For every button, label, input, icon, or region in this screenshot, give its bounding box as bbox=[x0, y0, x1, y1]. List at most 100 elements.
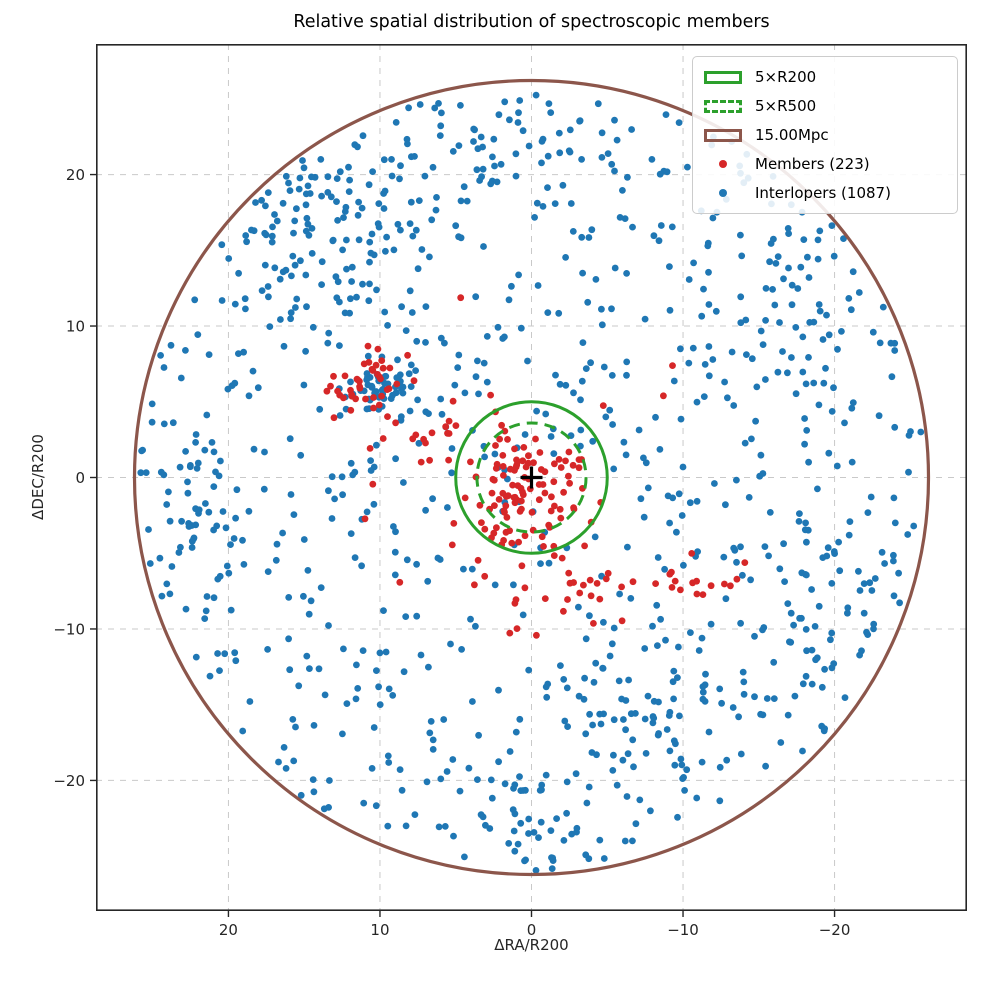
data-point bbox=[182, 448, 189, 455]
data-point bbox=[656, 446, 664, 453]
data-point bbox=[820, 727, 828, 735]
data-point bbox=[476, 501, 484, 509]
data-point bbox=[384, 752, 392, 760]
data-point bbox=[541, 595, 549, 602]
data-point bbox=[279, 268, 287, 276]
y-tick-label: −10 bbox=[53, 620, 85, 638]
data-point bbox=[279, 529, 286, 537]
data-point bbox=[666, 747, 674, 755]
data-point bbox=[282, 172, 290, 180]
data-point bbox=[774, 368, 782, 376]
data-point bbox=[347, 459, 355, 467]
data-point bbox=[887, 339, 895, 347]
data-point bbox=[326, 777, 333, 784]
data-point bbox=[517, 819, 525, 827]
data-point bbox=[698, 634, 706, 642]
data-point bbox=[379, 435, 387, 442]
data-point bbox=[816, 307, 824, 315]
data-point bbox=[336, 412, 344, 419]
data-point bbox=[799, 680, 807, 688]
data-point bbox=[325, 622, 332, 629]
data-point bbox=[555, 129, 563, 137]
data-point bbox=[641, 645, 649, 652]
data-point bbox=[217, 457, 224, 465]
data-point bbox=[239, 727, 247, 735]
data-point bbox=[381, 308, 389, 316]
data-point bbox=[808, 680, 816, 688]
data-point bbox=[788, 354, 795, 361]
data-point bbox=[675, 490, 683, 498]
data-point bbox=[624, 543, 631, 551]
data-point bbox=[222, 524, 230, 532]
data-point bbox=[547, 827, 555, 834]
data-point bbox=[461, 853, 468, 861]
data-point bbox=[803, 427, 811, 434]
legend-item-label: 5×R200 bbox=[755, 68, 817, 86]
data-point bbox=[293, 205, 300, 213]
data-point bbox=[316, 405, 324, 413]
data-point bbox=[438, 410, 446, 418]
data-point bbox=[411, 153, 418, 160]
data-point bbox=[557, 464, 565, 471]
data-point bbox=[460, 183, 468, 191]
data-point bbox=[570, 389, 577, 397]
data-point bbox=[769, 286, 776, 293]
data-point bbox=[834, 345, 841, 353]
data-point bbox=[701, 361, 709, 368]
data-point bbox=[566, 579, 574, 587]
data-point bbox=[353, 661, 360, 669]
data-point bbox=[772, 260, 780, 267]
data-point bbox=[805, 274, 813, 281]
data-point bbox=[799, 368, 807, 376]
data-point bbox=[860, 580, 868, 587]
data-point bbox=[417, 458, 425, 466]
data-point bbox=[904, 531, 912, 538]
legend-marker-dot-icon bbox=[704, 187, 742, 200]
data-point bbox=[512, 172, 520, 180]
data-point bbox=[359, 280, 366, 288]
data-point bbox=[160, 471, 168, 479]
data-point bbox=[370, 394, 377, 401]
data-point bbox=[550, 450, 558, 457]
data-point bbox=[762, 376, 769, 383]
data-point bbox=[333, 198, 340, 206]
data-point bbox=[785, 264, 792, 272]
data-point bbox=[543, 693, 551, 701]
data-point bbox=[525, 142, 533, 150]
data-point bbox=[589, 437, 597, 445]
data-point bbox=[353, 293, 360, 301]
data-point bbox=[374, 371, 381, 378]
x-axis-label: ΔRA/R200 bbox=[494, 936, 569, 954]
data-point bbox=[881, 560, 888, 567]
data-point bbox=[542, 771, 550, 779]
data-point bbox=[390, 246, 398, 254]
data-point bbox=[445, 417, 453, 425]
data-point bbox=[300, 164, 308, 172]
data-point bbox=[195, 509, 202, 517]
data-point bbox=[252, 199, 259, 206]
data-point bbox=[375, 223, 383, 231]
data-point bbox=[623, 358, 631, 366]
data-point bbox=[849, 399, 857, 406]
data-point bbox=[521, 857, 528, 865]
data-point bbox=[803, 647, 810, 655]
data-point bbox=[848, 404, 856, 412]
data-point bbox=[349, 471, 357, 479]
data-point bbox=[160, 420, 168, 428]
data-point bbox=[233, 486, 241, 494]
data-point bbox=[268, 238, 276, 246]
data-point bbox=[362, 395, 369, 403]
data-point bbox=[757, 451, 765, 459]
data-point bbox=[622, 451, 630, 459]
data-point bbox=[761, 543, 769, 550]
data-point bbox=[449, 756, 457, 763]
data-point bbox=[604, 569, 612, 577]
data-point bbox=[345, 163, 352, 171]
data-point bbox=[491, 162, 498, 170]
data-point bbox=[825, 449, 833, 457]
data-point bbox=[452, 422, 460, 429]
data-point bbox=[415, 197, 423, 205]
axes-spines bbox=[96, 44, 968, 912]
data-point bbox=[513, 625, 521, 632]
data-point bbox=[324, 173, 332, 181]
